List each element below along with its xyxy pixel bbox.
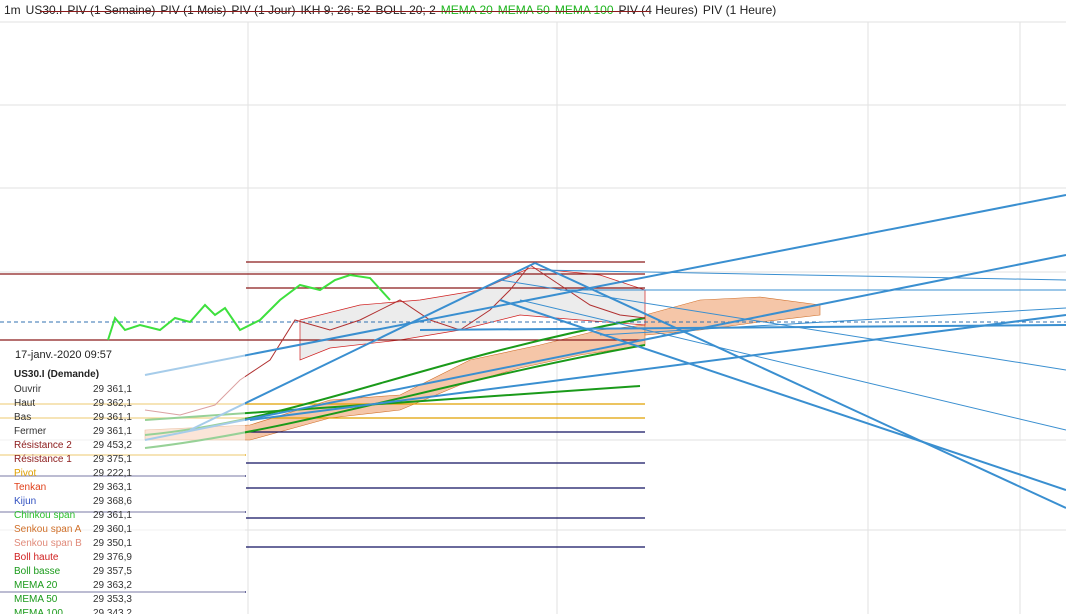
panel-row: MEMA 100 29 343,2 bbox=[14, 608, 244, 614]
row-label: Senkou span A bbox=[14, 524, 82, 535]
panel-row: Kijun 29 368,6 bbox=[14, 496, 244, 510]
row-label: Tenkan bbox=[14, 482, 47, 493]
toolbar-item[interactable]: US30.I bbox=[25, 3, 63, 17]
panel-row: Senkou span A 29 360,1 bbox=[14, 524, 244, 538]
panel-title: US30.I (Demande) bbox=[14, 369, 100, 380]
row-value: 29 453,2 bbox=[93, 440, 132, 451]
panel-row: Résistance 2 29 453,2 bbox=[14, 440, 244, 454]
row-value: 29 361,1 bbox=[93, 384, 132, 395]
row-value: 29 361,1 bbox=[93, 412, 132, 423]
toolbar-item[interactable]: PIV (1 Mois) bbox=[160, 3, 227, 17]
row-label: Haut bbox=[14, 398, 36, 409]
row-value: 29 363,1 bbox=[93, 482, 132, 493]
row-value: 29 362,1 bbox=[93, 398, 132, 409]
panel-row: MEMA 20 29 363,2 bbox=[14, 580, 244, 594]
row-value: 29 361,1 bbox=[93, 426, 132, 437]
row-value: 29 361,1 bbox=[93, 510, 132, 521]
row-label: Résistance 2 bbox=[14, 440, 72, 451]
row-value: 29 357,5 bbox=[93, 566, 132, 577]
row-label: Boll basse bbox=[14, 566, 61, 577]
row-label: Ouvrir bbox=[14, 384, 42, 395]
panel-row: Haut 29 362,1 bbox=[14, 398, 244, 412]
row-value: 29 375,1 bbox=[93, 454, 132, 465]
toolbar-item[interactable]: PIV (1 Heure) bbox=[702, 3, 777, 17]
row-label: Boll haute bbox=[14, 552, 59, 563]
strikethrough bbox=[40, 11, 650, 12]
row-value: 29 222,1 bbox=[93, 468, 132, 479]
row-label: Kijun bbox=[14, 496, 37, 507]
row-label: Résistance 1 bbox=[14, 454, 72, 465]
toolbar-item[interactable]: PIV (1 Jour) bbox=[231, 3, 296, 17]
panel-row: Fermer 29 361,1 bbox=[14, 426, 244, 440]
panel-date: 17-janv.-2020 09:57 bbox=[15, 349, 113, 361]
toolbar-item[interactable]: MEMA 50 bbox=[497, 3, 550, 17]
row-value: 29 360,1 bbox=[93, 524, 132, 535]
panel-row: Chinkou span 29 361,1 bbox=[14, 510, 244, 524]
panel-row: Ouvrir 29 361,1 bbox=[14, 384, 244, 398]
panel-row: Résistance 1 29 375,1 bbox=[14, 454, 244, 468]
panel-row: Bas 29 361,1 bbox=[14, 412, 244, 426]
row-value: 29 350,1 bbox=[93, 538, 132, 549]
toolbar-item[interactable]: MEMA 100 bbox=[554, 3, 614, 17]
toolbar-item[interactable]: BOLL 20; 2 bbox=[375, 3, 436, 17]
panel-row: Tenkan 29 363,1 bbox=[14, 482, 244, 496]
row-label: MEMA 100 bbox=[14, 608, 63, 614]
row-value: 29 368,6 bbox=[93, 496, 132, 507]
row-label: Pivot bbox=[14, 468, 37, 479]
panel-row: Pivot 29 222,1 bbox=[14, 468, 244, 482]
toolbar-item[interactable]: PIV (1 Semaine) bbox=[67, 3, 156, 17]
row-label: MEMA 50 bbox=[14, 594, 58, 605]
row-label: Senkou span B bbox=[14, 538, 82, 549]
row-value: 29 376,9 bbox=[93, 552, 132, 563]
panel-row: MEMA 50 29 353,3 bbox=[14, 594, 244, 608]
row-value: 29 363,2 bbox=[93, 580, 132, 591]
row-value: 29 353,3 bbox=[93, 594, 132, 605]
row-label: MEMA 20 bbox=[14, 580, 58, 591]
info-panel: 17-janv.-2020 09:57 US30.I (Demande) Ouv… bbox=[0, 345, 245, 614]
row-label: Fermer bbox=[14, 426, 47, 437]
row-label: Bas bbox=[14, 412, 32, 423]
toolbar-item[interactable]: 1m bbox=[4, 3, 21, 17]
panel-row: Senkou span B 29 350,1 bbox=[14, 538, 244, 552]
row-value: 29 343,2 bbox=[93, 608, 132, 614]
toolbar-item[interactable]: PIV (4 Heures) bbox=[618, 3, 698, 17]
row-label: Chinkou span bbox=[14, 510, 76, 521]
toolbar-item[interactable]: IKH 9; 26; 52 bbox=[300, 3, 371, 17]
panel-row: Boll basse 29 357,5 bbox=[14, 566, 244, 580]
panel-row: Boll haute 29 376,9 bbox=[14, 552, 244, 566]
toolbar-item[interactable]: MEMA 20 bbox=[440, 3, 493, 17]
toolbar: 1m US30.I PIV (1 Semaine) PIV (1 Mois) PIV (… bbox=[4, 3, 781, 17]
